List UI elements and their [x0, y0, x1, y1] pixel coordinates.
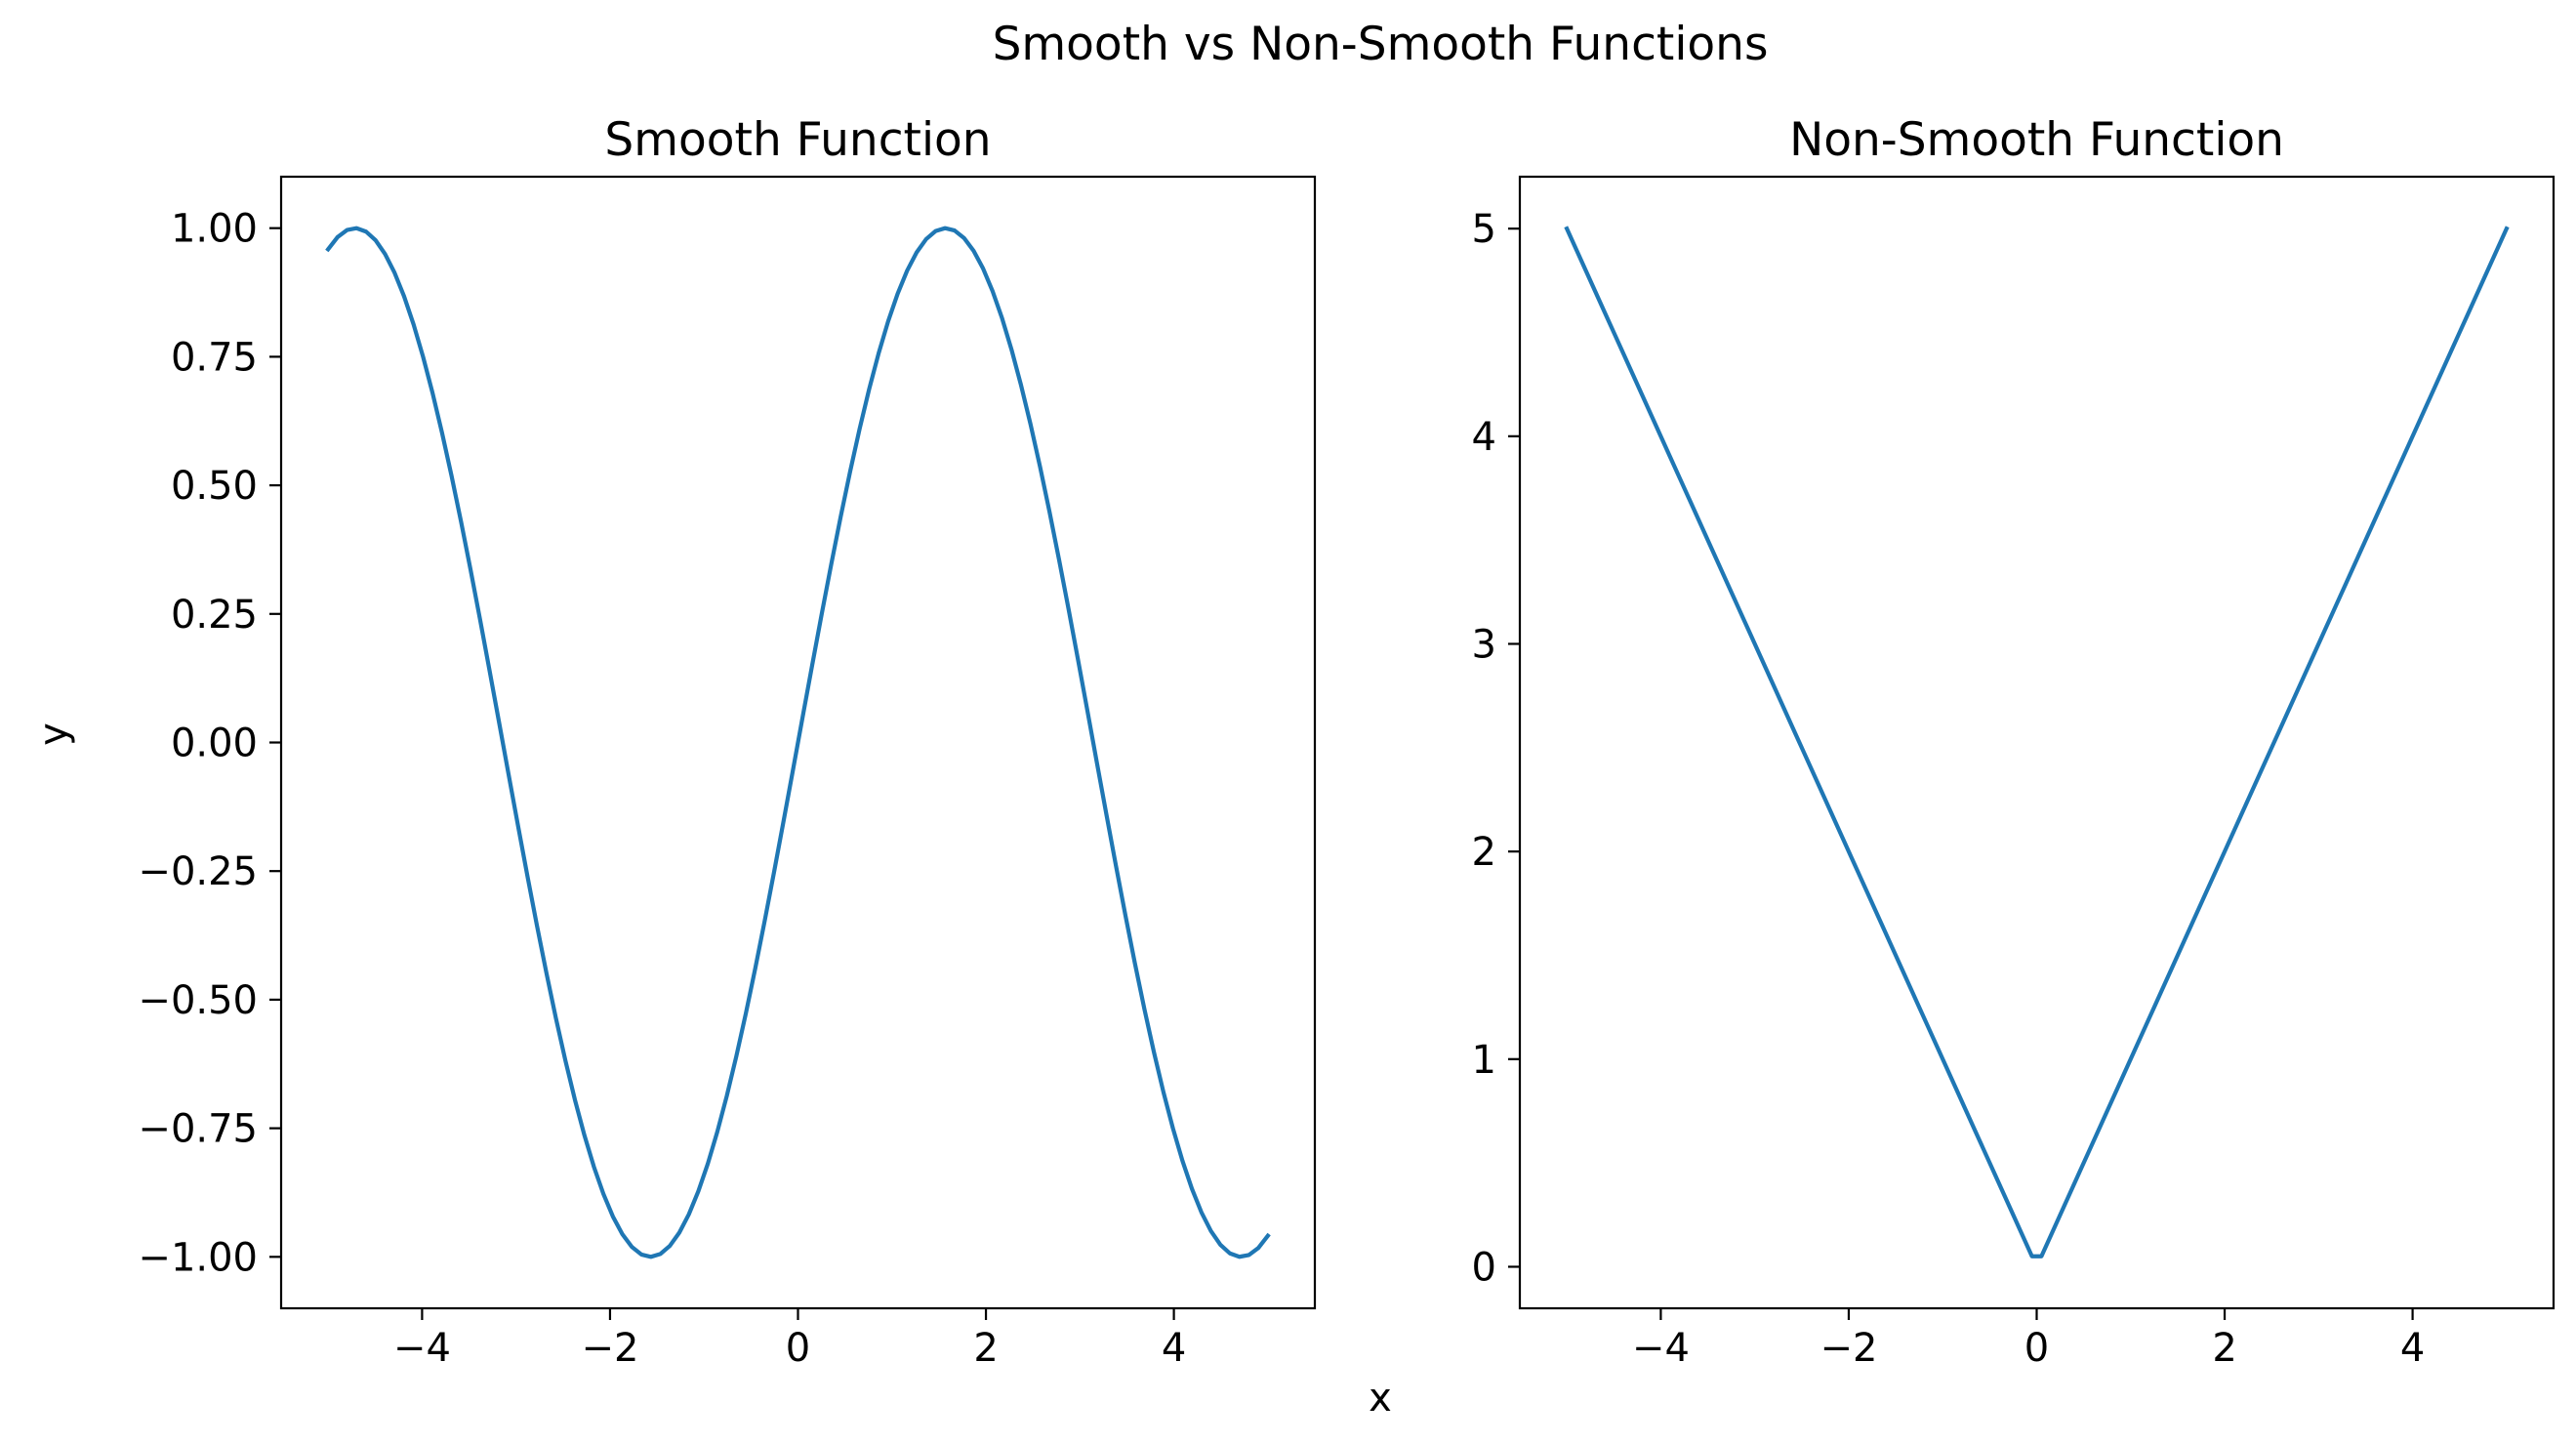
x-axis-label: x: [1369, 1376, 1392, 1421]
y-tick-label: 0.00: [171, 722, 258, 766]
x-tick-label: 2: [2212, 1326, 2236, 1371]
y-tick-label: 1: [1472, 1038, 1496, 1083]
y-tick-label: 1.00: [171, 207, 258, 252]
x-tick-label: −4: [393, 1326, 451, 1371]
x-tick-label: 4: [2400, 1326, 2425, 1371]
panel-title: Non-Smooth Function: [1789, 113, 2284, 167]
y-tick-label: 0.50: [171, 464, 258, 509]
y-tick-label: 2: [1472, 830, 1496, 875]
y-tick-label: −1.00: [138, 1235, 258, 1280]
y-tick-label: 0.25: [171, 593, 258, 638]
y-tick-label: 5: [1472, 207, 1496, 252]
x-tick-label: 0: [2024, 1326, 2049, 1371]
y-tick-label: −0.25: [138, 849, 258, 894]
x-tick-label: 0: [786, 1326, 810, 1371]
panel-title: Smooth Function: [604, 113, 991, 167]
y-axis-label: y: [31, 722, 76, 746]
y-tick-label: −0.50: [138, 978, 258, 1023]
non-smooth-function-panel: Non-Smooth Function −4 −2 0 2 4 0 1 2 3 4 5: [1472, 113, 2556, 1371]
x-tick-label: −4: [1632, 1326, 1690, 1371]
series-line: [1564, 226, 2510, 1258]
smooth-function-panel: Smooth Function −4 −2 0 2 4 −1.00 −0.75 −0.50 −0.…: [138, 113, 1317, 1371]
x-tick-label: 2: [973, 1326, 998, 1371]
x-tick-label: −2: [581, 1326, 638, 1371]
figure-title: Smooth vs Non-Smooth Functions: [993, 18, 1769, 71]
y-tick-label: −0.75: [138, 1107, 258, 1152]
y-tick-label: 0.75: [171, 335, 258, 380]
y-tick-label: 3: [1472, 622, 1496, 667]
y-tick-label: 4: [1472, 415, 1496, 460]
y-tick-label: 0: [1472, 1245, 1496, 1290]
x-tick-label: 4: [1162, 1326, 1186, 1371]
series-line: [325, 226, 1271, 1259]
x-tick-label: −2: [1820, 1326, 1877, 1371]
